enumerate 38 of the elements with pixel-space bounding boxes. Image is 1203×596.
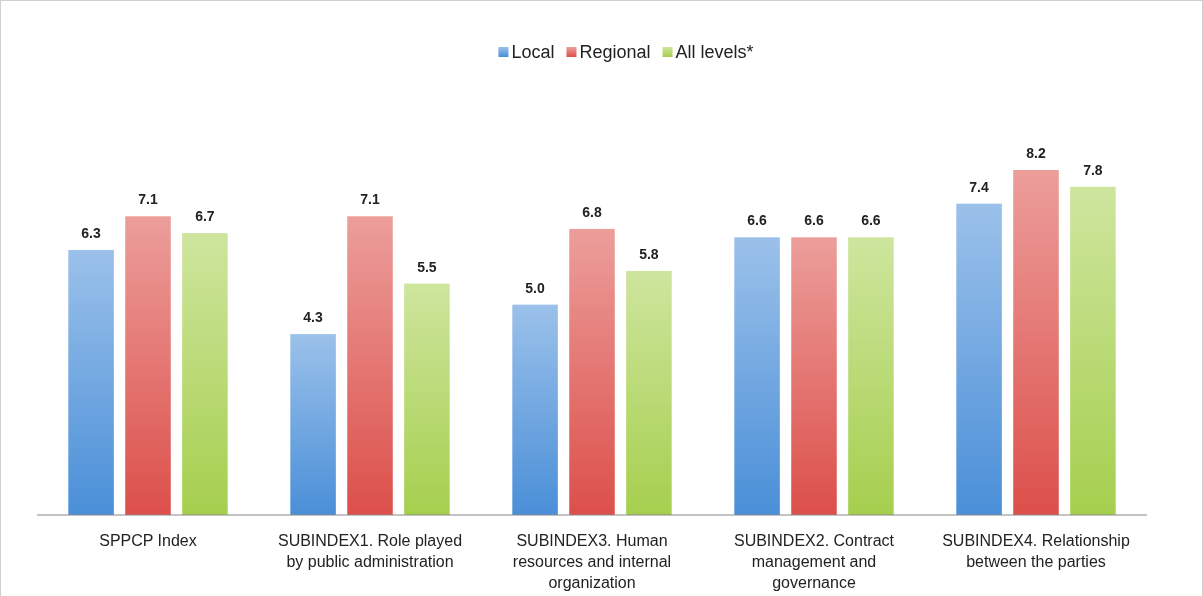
legend-label: Local (511, 42, 555, 62)
bar (347, 216, 393, 515)
data-label: 7.4 (969, 178, 990, 195)
data-label: 6.3 (81, 224, 102, 241)
x-tick-label: SPPCP Index (99, 532, 197, 549)
bar (290, 334, 336, 515)
data-label: 5.5 (417, 258, 437, 275)
legend-label: All levels* (675, 42, 754, 62)
data-label: 6.6 (747, 212, 768, 229)
bar (626, 270, 672, 515)
data-label: 4.3 (303, 309, 324, 326)
data-label: 7.1 (138, 191, 158, 208)
x-tick-label: SUBINDEX3. Human resources and internal organization (512, 532, 672, 591)
legend-label: Regional (579, 42, 651, 62)
data-label: 6.8 (582, 203, 602, 220)
data-label: 7.1 (360, 191, 380, 208)
data-label: 6.7 (195, 208, 215, 225)
bar (569, 228, 615, 515)
data-label: 5.0 (525, 279, 546, 296)
data-label: 6.6 (861, 212, 881, 229)
x-tick-label: SUBINDEX1. Role played by public administration (277, 532, 463, 570)
bar (512, 304, 558, 515)
bar (791, 237, 837, 515)
data-label: 6.6 (804, 212, 824, 229)
data-label: 5.8 (639, 245, 659, 262)
bar (956, 203, 1002, 515)
bar (125, 216, 171, 515)
bar (1070, 186, 1116, 515)
x-tick-label: SUBINDEX4. Relationship between the parties (942, 532, 1130, 570)
bar (68, 249, 114, 515)
bar (734, 237, 780, 515)
data-label: 8.2 (1026, 145, 1046, 161)
bar (848, 237, 894, 515)
bar (182, 233, 228, 515)
data-label: 7.8 (1083, 161, 1103, 178)
bar (404, 283, 450, 515)
x-tick-label: SUBINDEX2. Contract management and governance (733, 532, 895, 591)
bar (1013, 170, 1059, 515)
